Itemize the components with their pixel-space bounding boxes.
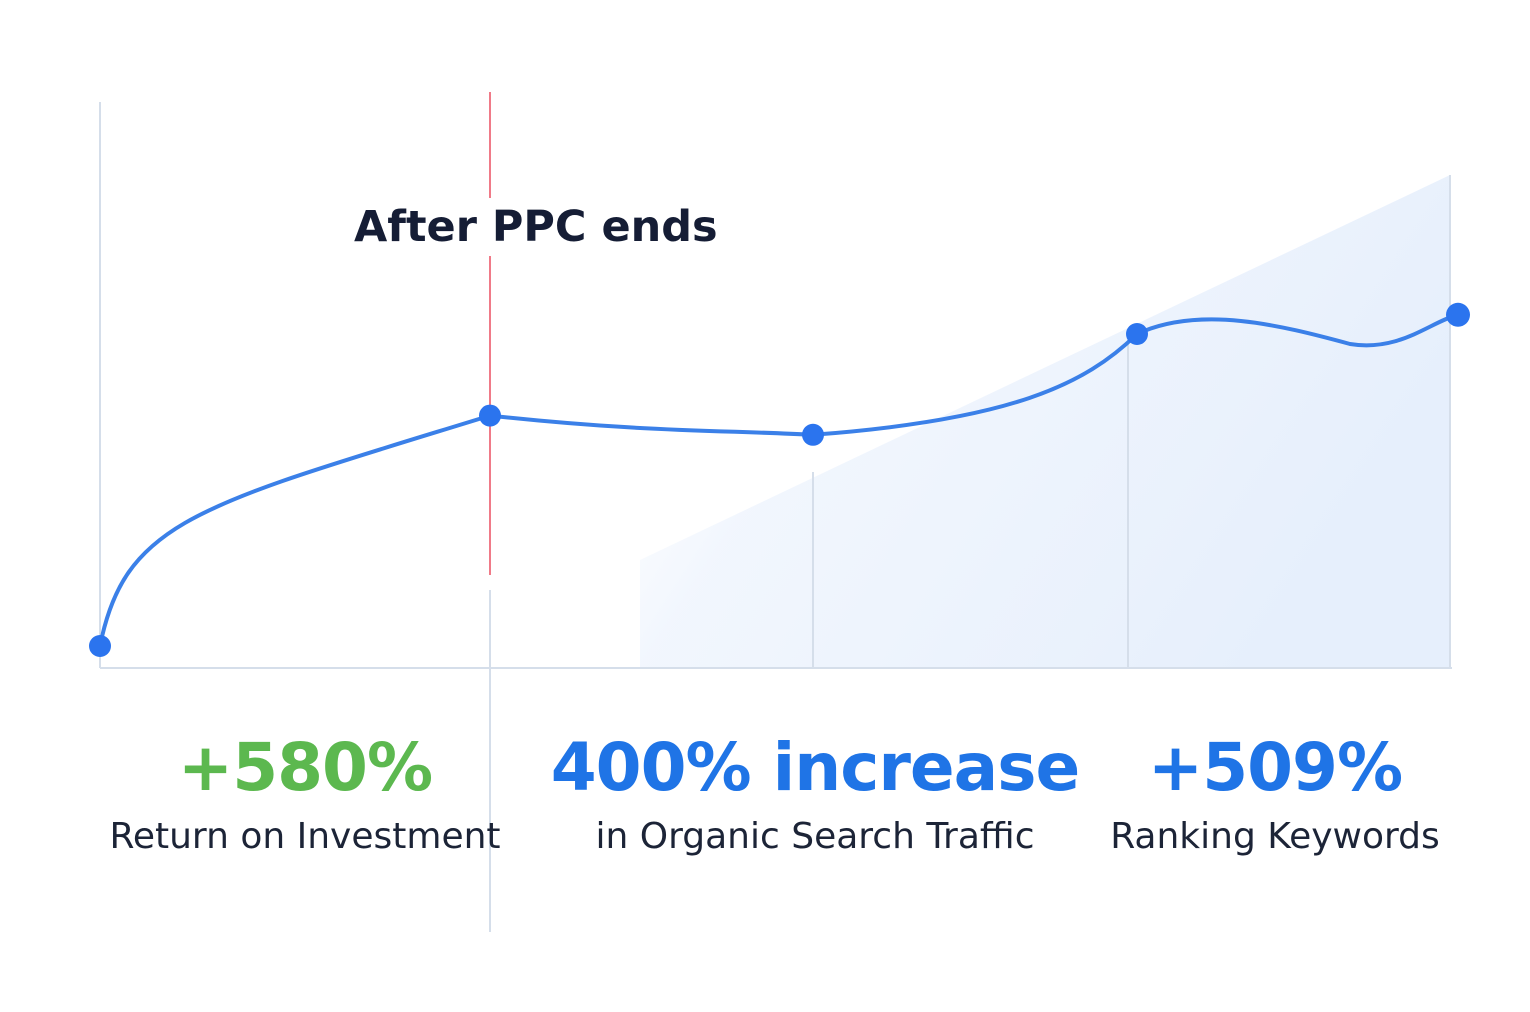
stat-value: 400% increase bbox=[550, 729, 1081, 806]
stat-label: Return on Investment bbox=[109, 816, 501, 857]
stat-organic-traffic: 400% increase in Organic Search Traffic bbox=[550, 728, 1081, 862]
stat-value: +580% bbox=[177, 729, 433, 806]
grid-lines bbox=[99, 102, 1452, 932]
stat-ranking-keywords: +509% Ranking Keywords bbox=[1085, 728, 1465, 862]
annotation-after-ppc: After PPC ends bbox=[354, 198, 718, 256]
data-point bbox=[479, 404, 501, 427]
stat-label: Ranking Keywords bbox=[1110, 816, 1440, 857]
data-point bbox=[89, 635, 111, 657]
stat-value: +509% bbox=[1147, 729, 1403, 806]
data-point bbox=[1446, 302, 1470, 327]
data-points bbox=[89, 302, 1470, 657]
shaded-area bbox=[640, 175, 1450, 668]
stat-return-on-investment: +580% Return on Investment bbox=[95, 728, 515, 862]
stat-label: in Organic Search Traffic bbox=[595, 816, 1035, 857]
data-point bbox=[1126, 323, 1148, 345]
series-line bbox=[98, 312, 1460, 648]
data-point bbox=[802, 423, 824, 446]
